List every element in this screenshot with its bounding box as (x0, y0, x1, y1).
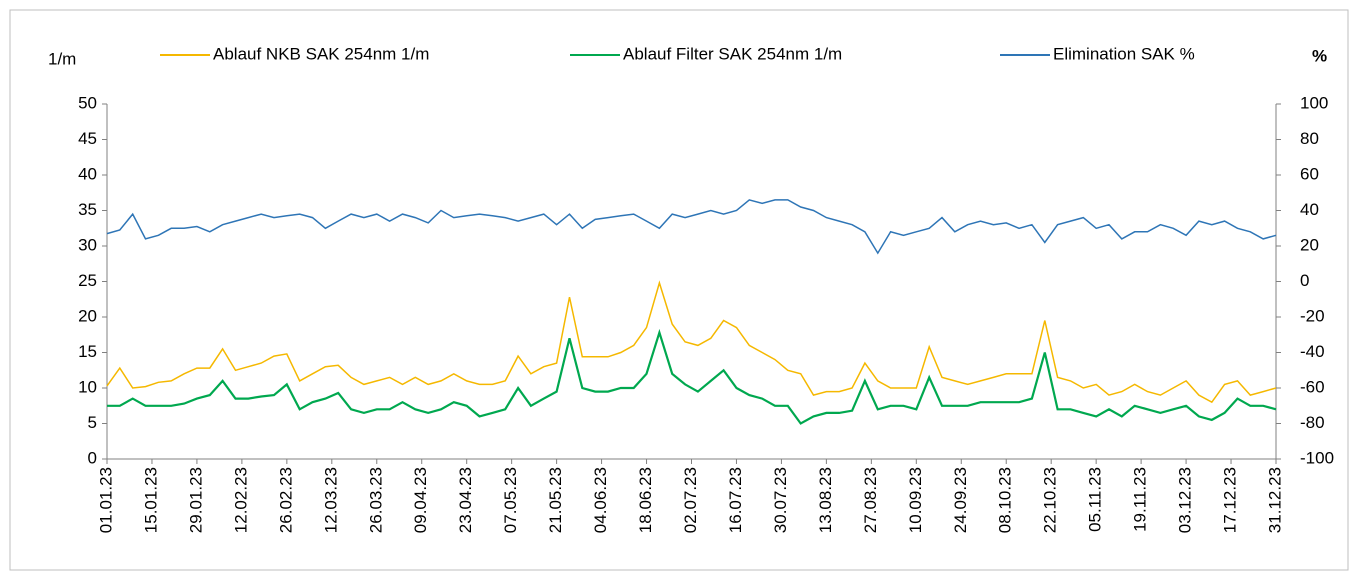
x-tick-label: 01.01.23 (96, 467, 115, 533)
chart-frame (9, 9, 1349, 571)
x-tick-label: 05.11.23 (1086, 467, 1105, 532)
y-tick-label: 40 (78, 164, 97, 183)
x-tick-label: 09.04.23 (411, 467, 430, 533)
x-tick-label: 15.01.23 (141, 467, 160, 533)
x-tick-label: 31.12.23 (1265, 467, 1284, 533)
y2-tick-label: 20 (1300, 235, 1319, 254)
y-tick-label: 50 (78, 93, 97, 112)
x-tick-label: 02.07.23 (681, 467, 700, 533)
y-tick-label: 10 (78, 377, 97, 396)
y-tick-label: 5 (88, 413, 97, 432)
x-tick-label: 04.06.23 (591, 467, 610, 533)
x-tick-label: 18.06.23 (636, 467, 655, 533)
legend-label: Ablauf Filter SAK 254nm 1/m (623, 44, 842, 63)
legend-label: Elimination SAK % (1053, 44, 1195, 63)
legend-label: Ablauf NKB SAK 254nm 1/m (213, 44, 429, 63)
x-tick-label: 07.05.23 (501, 467, 520, 533)
x-tick-label: 26.02.23 (276, 467, 295, 533)
y-tick-label: 30 (78, 235, 97, 254)
x-tick-label: 12.03.23 (321, 467, 340, 533)
x-tick-label: 10.09.23 (906, 467, 925, 533)
series-line (106, 280, 1277, 404)
x-tick-label: 13.08.23 (816, 467, 835, 533)
y-tick-label: 25 (78, 271, 97, 290)
x-tick-label: 21.05.23 (546, 467, 565, 533)
series-line (106, 199, 1277, 255)
y-tick-label: 20 (78, 306, 97, 325)
y2-tick-label: -80 (1300, 413, 1325, 432)
x-tick-label: 30.07.23 (771, 467, 790, 533)
series-line (107, 328, 1277, 425)
x-tick-label: 12.02.23 (231, 467, 250, 533)
y2-tick-label: -60 (1300, 377, 1325, 396)
y2-axis-label: % (1312, 46, 1327, 65)
y-tick-label: 35 (78, 200, 97, 219)
y-axis-label: 1/m (48, 49, 76, 68)
x-tick-label: 03.12.23 (1176, 467, 1195, 533)
y2-tick-label: -40 (1300, 342, 1325, 361)
y2-tick-label: 80 (1300, 129, 1319, 148)
x-tick-label: 26.03.23 (366, 467, 385, 533)
x-tick-label: 23.04.23 (456, 467, 475, 533)
y-tick-label: 45 (78, 129, 97, 148)
y2-tick-label: 60 (1300, 164, 1319, 183)
y2-tick-label: -20 (1300, 306, 1325, 325)
x-tick-label: 22.10.23 (1041, 467, 1060, 533)
y2-tick-label: 0 (1300, 271, 1309, 290)
x-tick-label: 29.01.23 (186, 467, 205, 533)
x-tick-label: 17.12.23 (1221, 467, 1240, 533)
y2-tick-label: 100 (1300, 93, 1328, 112)
y2-tick-label: 40 (1300, 200, 1319, 219)
x-tick-label: 08.10.23 (996, 467, 1015, 533)
x-tick-label: 16.07.23 (726, 467, 745, 533)
x-tick-label: 27.08.23 (861, 467, 880, 533)
x-tick-label: 24.09.23 (951, 467, 970, 533)
y-tick-label: 0 (88, 448, 97, 467)
x-tick-label: 19.11.23 (1131, 467, 1150, 532)
y-tick-label: 15 (78, 342, 97, 361)
y2-tick-label: -100 (1300, 448, 1334, 467)
